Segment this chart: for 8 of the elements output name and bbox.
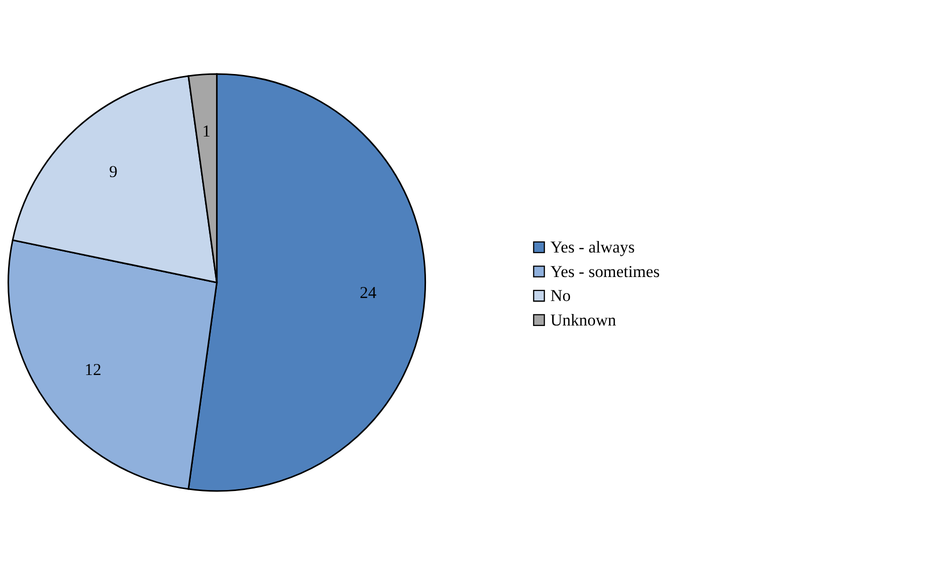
data-label: 9: [109, 162, 118, 181]
data-label: 12: [84, 360, 102, 380]
legend-label: Unknown: [550, 310, 617, 330]
legend-label: Yes - sometimes: [550, 262, 660, 281]
data-label: 24: [360, 283, 378, 302]
legend-label: No: [550, 286, 571, 306]
data-label: 1: [202, 122, 211, 141]
legend-label: Yes - always: [550, 238, 635, 257]
